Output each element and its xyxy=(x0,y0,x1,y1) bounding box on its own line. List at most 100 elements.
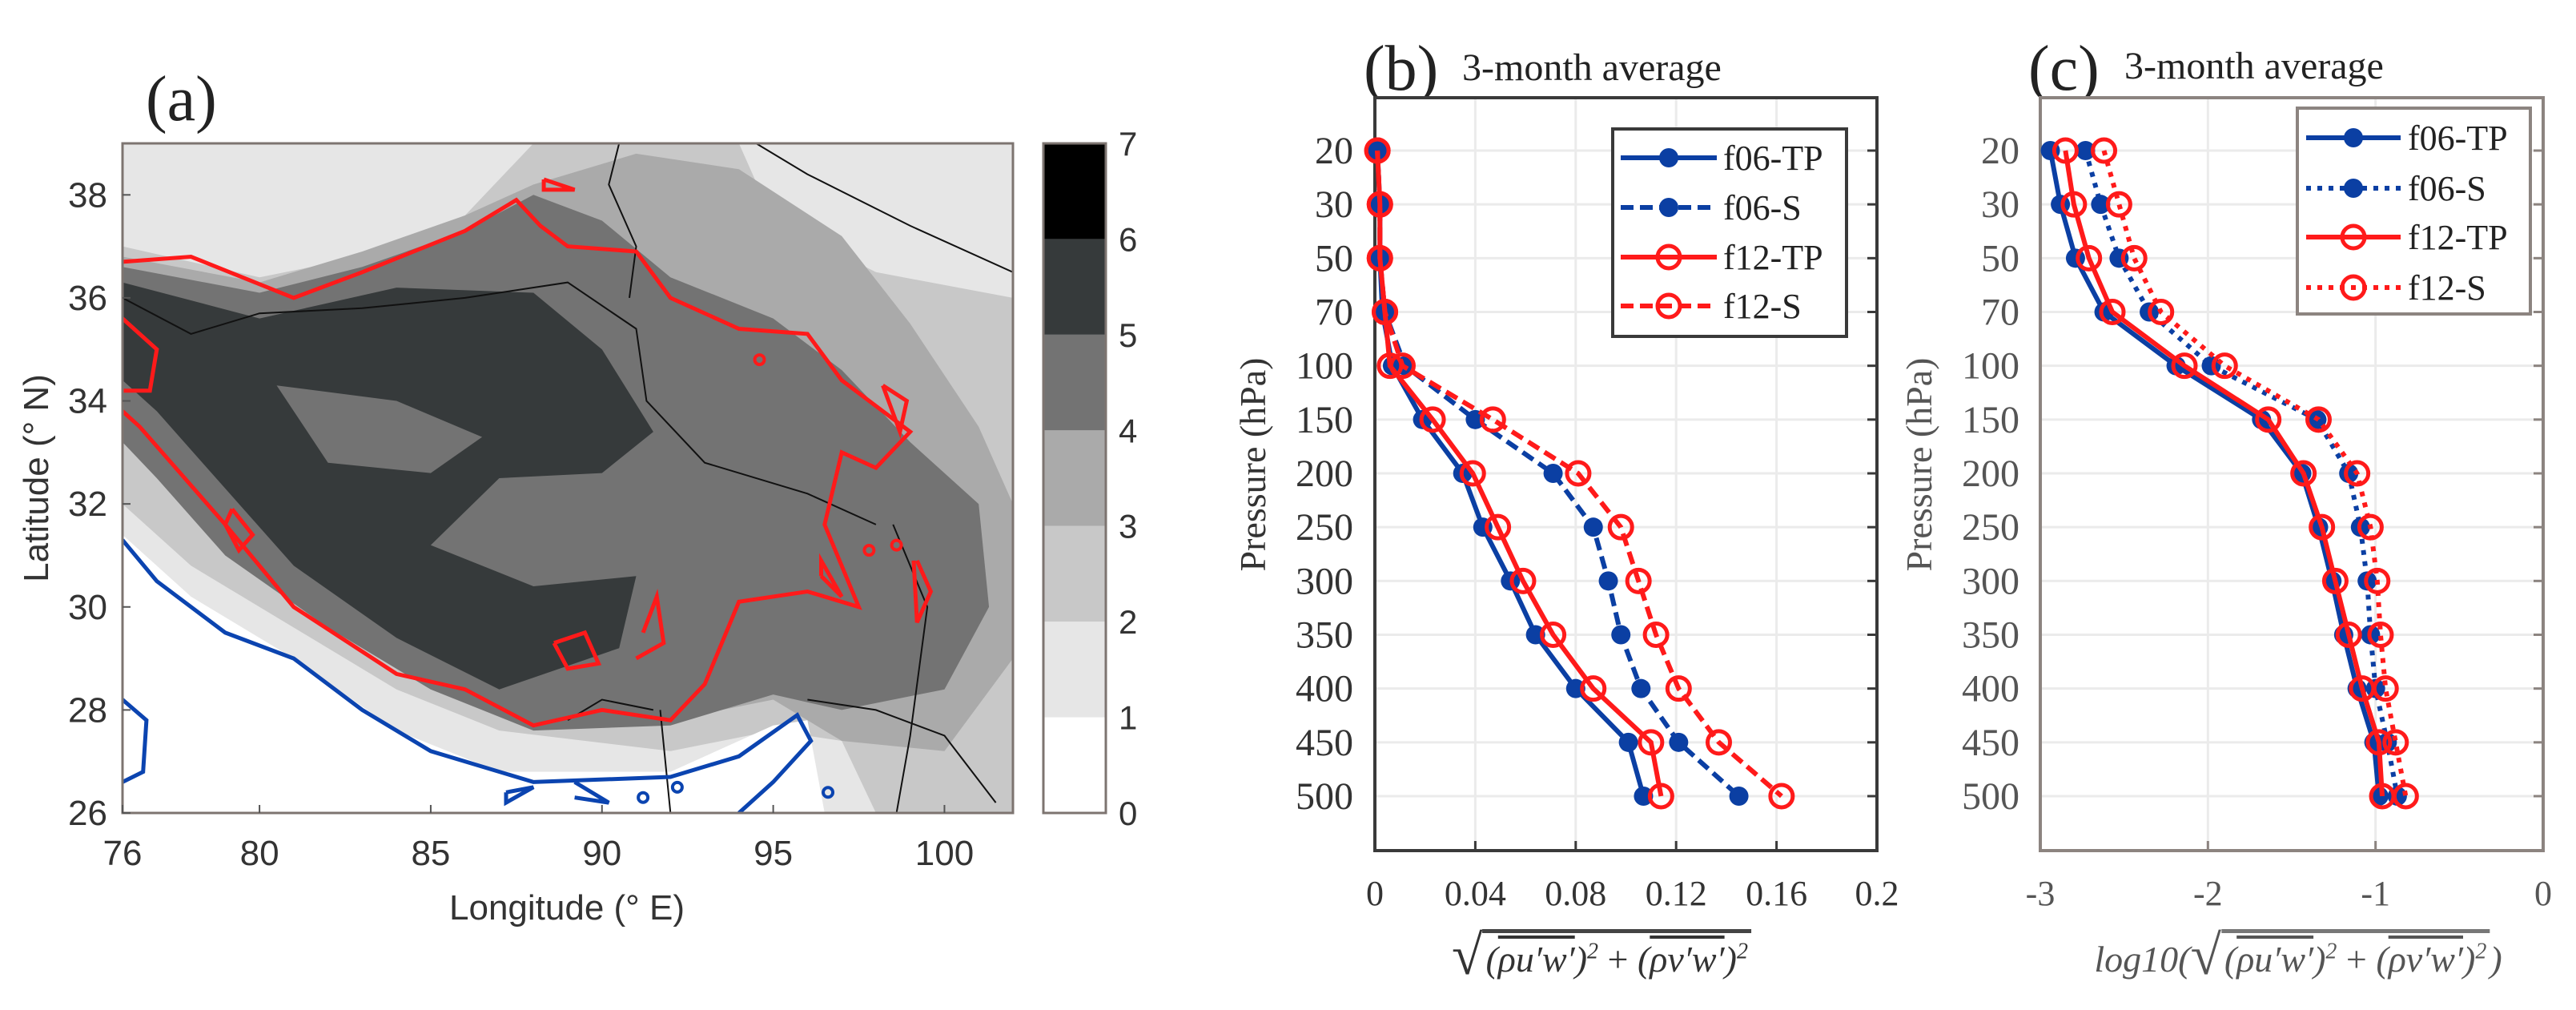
data-point-marker xyxy=(1485,513,1512,541)
data-point-marker xyxy=(1364,137,1391,164)
data-point-marker xyxy=(1372,299,1399,325)
data-point-marker xyxy=(1607,513,1634,541)
data-point-marker xyxy=(1565,678,1585,698)
y-tick-label: 200 xyxy=(1296,453,1353,495)
panel-c-subtitle: 3-month average xyxy=(2124,45,2384,87)
y-tick-label: 250 xyxy=(1296,506,1353,549)
y-tick-label: 300 xyxy=(1962,560,2019,602)
map-ytick-label: 32 xyxy=(68,485,107,524)
data-point-marker xyxy=(2255,406,2282,433)
legend-label: f12-TP xyxy=(1723,238,1823,277)
legend-label: f06-S xyxy=(1723,188,1802,227)
data-point-marker xyxy=(1419,406,1446,433)
red-contour-line xyxy=(123,197,914,728)
data-point-marker xyxy=(2344,179,2363,198)
y-tick-label: 50 xyxy=(1315,237,1353,280)
series-line xyxy=(2063,150,2385,797)
x-tick-label: 0.08 xyxy=(1545,874,1606,913)
data-point-marker xyxy=(1618,732,1638,752)
map-ytick-label: 30 xyxy=(68,588,107,627)
map-ytick-label: 26 xyxy=(68,794,107,833)
data-point-marker xyxy=(2365,729,2393,756)
series-f12-S xyxy=(1364,137,1795,810)
panel-b-plot: 0 0.04 0.08 0.12 0.16 0.2 20 30 50 70 100 150 200 250… xyxy=(1296,96,1899,913)
map-region-level-0 xyxy=(123,534,825,813)
data-point-marker xyxy=(2099,299,2126,325)
xlabel-exp: 2 xyxy=(1736,939,1748,964)
colorbar-tick-label: 7 xyxy=(1119,125,1137,163)
country-border-line xyxy=(608,143,637,299)
data-point-marker xyxy=(1647,783,1674,810)
data-point-marker xyxy=(2340,274,2367,301)
y-tick-label: 200 xyxy=(1962,453,2019,495)
red-contour-line xyxy=(819,553,844,598)
data-point-marker xyxy=(1459,460,1486,487)
data-point-marker xyxy=(1638,729,1665,756)
data-point-marker xyxy=(2148,299,2175,325)
data-point-marker xyxy=(2357,513,2384,541)
legend-entry: f06-TP xyxy=(2306,119,2508,158)
data-point-marker xyxy=(1631,678,1651,698)
data-point-marker xyxy=(2091,137,2118,164)
blue-contour-dot xyxy=(637,791,650,804)
legend-entry: f06-S xyxy=(1621,188,1802,227)
data-point-marker xyxy=(2344,460,2371,487)
country-border-line xyxy=(892,524,929,813)
map-xlabel: Longitude (° E) xyxy=(449,888,685,928)
data-point-marker xyxy=(1655,243,1682,271)
panel-a-title: (a) xyxy=(146,64,217,135)
xlabel-term-u: ρu′w′ xyxy=(2236,939,2314,980)
data-point-marker xyxy=(2344,128,2363,147)
data-point-marker xyxy=(1705,729,1732,756)
legend: f06-TP f06-S f12-TP f12-S xyxy=(2296,107,2532,316)
legend-entry: f12-TP xyxy=(2306,218,2508,257)
colorbar-frame xyxy=(1042,142,1107,815)
x-tick-label: 0 xyxy=(1366,874,1384,913)
data-point-marker xyxy=(1655,292,1682,320)
data-point-marker xyxy=(2367,622,2394,648)
colorbar-level xyxy=(1043,239,1106,335)
blue-contour-line xyxy=(504,785,535,807)
y-tick-label: 150 xyxy=(1962,399,2019,441)
map-region-level-4 xyxy=(276,385,483,473)
y-tick-label: 400 xyxy=(1296,668,1353,710)
blue-contour-dot xyxy=(822,786,835,799)
y-tick-label: 250 xyxy=(1962,506,2019,549)
legend-entry: f12-S xyxy=(1621,287,1802,326)
data-point-marker xyxy=(1525,625,1545,645)
data-point-marker xyxy=(1388,352,1416,380)
xlabel-prefix: log10( xyxy=(2094,939,2191,980)
plot-frame xyxy=(1373,96,1879,852)
colorbar-tick-label: 3 xyxy=(1119,508,1137,545)
colorbar-tick-label: 0 xyxy=(1119,795,1137,832)
x-tick-label: 0.04 xyxy=(1445,874,1506,913)
data-point-marker xyxy=(2076,244,2103,272)
map-field xyxy=(123,143,1013,813)
colorbar-tick-label: 2 xyxy=(1119,603,1137,641)
map-xtick-label: 90 xyxy=(582,834,621,873)
y-tick-label: 300 xyxy=(1296,560,1353,602)
colorbar-level xyxy=(1043,430,1106,526)
map-xtick-label: 76 xyxy=(103,834,143,873)
legend-label: f12-TP xyxy=(2408,218,2508,257)
series-line xyxy=(1375,150,1783,799)
data-point-marker xyxy=(1659,148,1678,167)
colorbar-tick-label: 5 xyxy=(1119,316,1137,354)
colorbar-tick-label: 6 xyxy=(1119,220,1137,258)
colorbar: 0 1 2 3 4 5 6 7 xyxy=(1042,125,1137,832)
data-point-marker xyxy=(1366,191,1393,218)
y-tick-label: 350 xyxy=(1962,614,2019,657)
data-point-marker xyxy=(1465,409,1485,429)
red-contour-dot xyxy=(753,353,766,367)
data-point-marker xyxy=(2364,567,2391,594)
red-contour-line xyxy=(552,630,602,671)
country-border-line xyxy=(807,698,997,803)
colorbar-level xyxy=(1043,717,1106,813)
data-point-marker xyxy=(2305,406,2332,433)
xlabel-plus: + xyxy=(1607,939,1629,980)
map-region-level-1 xyxy=(738,143,1013,298)
legend-label: f06-TP xyxy=(1723,139,1823,178)
data-point-marker xyxy=(2076,141,2096,160)
